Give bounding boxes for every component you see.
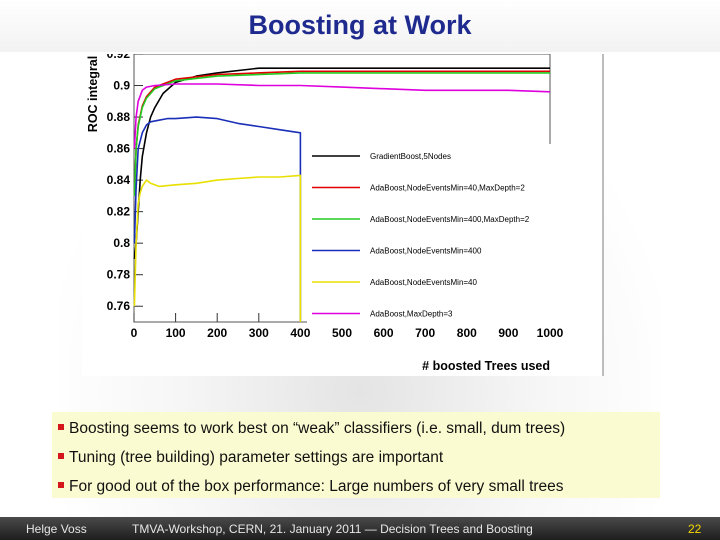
x-tick-label: 300 — [249, 326, 269, 340]
y-tick-label: 0.86 — [107, 142, 131, 156]
bullet-marker — [58, 424, 64, 430]
series-line — [133, 67, 550, 259]
roc-chart: 0.92 0.9 0.88 0.86 0.84 0.82 0.8 0.78 0.76 0 100 2… — [82, 47, 604, 376]
bullet-item: For good out of the box performance: Lar… — [58, 478, 564, 496]
series-line — [133, 116, 302, 322]
bullet-text: For good out of the box performance: Lar… — [69, 478, 564, 495]
y-tick-label: 0.92 — [107, 54, 131, 61]
x-axis: 0 100 200 300 400 500 600 700 800 900 1000 — [131, 313, 564, 340]
x-tick-label: 500 — [332, 326, 352, 340]
x-tick-label: 700 — [415, 326, 435, 340]
footer-event: TMVA-Workshop, CERN, 21. January 2011 — … — [132, 522, 533, 536]
x-tick-label: 0 — [131, 326, 138, 340]
bullet-marker — [58, 482, 64, 488]
y-tick-label: 0.84 — [107, 173, 131, 187]
x-tick-label: 1000 — [537, 326, 564, 340]
footer-author: Helge Voss — [26, 522, 87, 536]
x-axis-label: # boosted Trees used — [422, 359, 550, 373]
page-number: 22 — [688, 522, 702, 536]
y-axis-label: ROC integral — [86, 56, 100, 132]
x-tick-label: 900 — [498, 326, 518, 340]
y-tick-label: 0.76 — [107, 299, 131, 313]
legend-label: AdaBoost,NodeEventsMin=400,MaxDepth=2 — [370, 215, 530, 224]
series-line — [133, 174, 302, 322]
legend-label: GradientBoost,5Nodes — [370, 152, 451, 161]
title-band — [0, 0, 720, 52]
x-tick-label: 100 — [166, 326, 186, 340]
footer-bar: Helge Voss TMVA-Workshop, CERN, 21. Janu… — [0, 517, 720, 540]
legend-label: AdaBoost,NodeEventsMin=40,MaxDepth=2 — [370, 184, 525, 193]
y-tick-label: 0.9 — [113, 79, 130, 93]
bullet-text: Boosting seems to work best on “weak” cl… — [69, 420, 566, 437]
bullet-item: Tuning (tree building) parameter setting… — [58, 449, 443, 467]
legend-label: AdaBoost,MaxDepth=3 — [370, 310, 453, 319]
legend-box — [307, 144, 555, 326]
y-tick-label: 0.82 — [107, 205, 131, 219]
roc-chart-svg: 0.92 0.9 0.88 0.86 0.84 0.82 0.8 0.78 0.76 0 100 2… — [82, 47, 604, 376]
bullet-box — [52, 412, 660, 498]
bullet-item: Boosting seems to work best on “weak” cl… — [58, 420, 565, 438]
legend: GradientBoost,5Nodes AdaBoost,NodeEventsM… — [312, 152, 530, 319]
bullet-text: Tuning (tree building) parameter setting… — [69, 449, 444, 466]
slide-title: Boosting at Work — [248, 10, 472, 40]
series-lines — [133, 67, 551, 322]
legend-label: AdaBoost,NodeEventsMin=400 — [370, 247, 482, 256]
x-tick-label: 400 — [290, 326, 310, 340]
legend-label: AdaBoost,NodeEventsMin=40 — [370, 278, 478, 287]
x-tick-label: 800 — [457, 326, 477, 340]
y-tick-label: 0.8 — [113, 236, 130, 250]
y-tick-label: 0.78 — [107, 268, 131, 282]
y-tick-label: 0.88 — [107, 110, 131, 124]
series-line — [133, 83, 551, 149]
x-tick-label: 600 — [374, 326, 394, 340]
bullet-marker — [58, 453, 64, 459]
x-tick-label: 200 — [207, 326, 227, 340]
